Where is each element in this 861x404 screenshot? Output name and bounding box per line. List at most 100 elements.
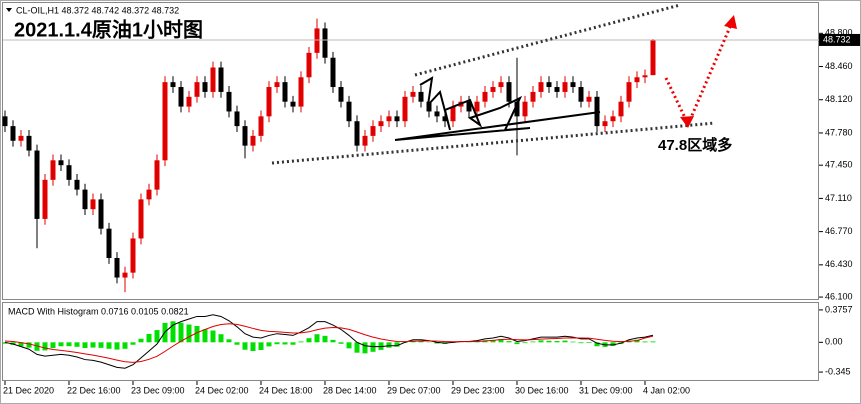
candle-body (346, 101, 352, 122)
x-tick-label: 21 Dec 2020 (3, 385, 54, 395)
candle-body (202, 82, 208, 92)
annotation: 47.8区域多 (658, 136, 732, 154)
trend-line (414, 3, 681, 77)
histogram-bar (50, 342, 56, 349)
candle-body (426, 101, 432, 112)
y-tick-label: 46.100 (825, 291, 853, 301)
candle-body (42, 179, 48, 219)
histogram-bar (354, 342, 360, 353)
histogram-bar (418, 341, 424, 343)
x-tick-label: 31 Dec 09:00 (579, 385, 633, 395)
candle-body (10, 126, 16, 141)
histogram-bar (338, 342, 344, 344)
candle-body (146, 189, 152, 200)
histogram-bar (18, 342, 24, 347)
candle-body (498, 82, 504, 88)
histogram-bar (378, 342, 384, 350)
candle-body (442, 116, 448, 122)
histogram-bar (66, 342, 72, 347)
candle-body (218, 67, 224, 92)
candle-body (154, 160, 160, 190)
histogram-bar (386, 342, 392, 348)
histogram-bar (74, 342, 80, 347)
candle-body (18, 135, 24, 141)
histogram-bar (250, 342, 256, 352)
histogram-bar (394, 342, 400, 347)
histogram-bar (202, 329, 208, 343)
candle-body (626, 82, 632, 102)
histogram-bar (506, 341, 512, 343)
histogram-bar (546, 340, 552, 343)
candle-body (226, 91, 232, 112)
y-tick-label: 47.780 (825, 127, 853, 137)
histogram-bar (122, 342, 128, 349)
candle-body (162, 82, 168, 161)
histogram-bar (362, 342, 368, 354)
candle-body (522, 101, 528, 117)
histogram-bar (274, 342, 280, 345)
y-tick-label: 47.450 (825, 160, 853, 170)
candle-body (82, 189, 88, 210)
histogram-bar (610, 342, 616, 346)
candle-body (578, 87, 584, 102)
arrow (664, 77, 689, 123)
histogram-bar (498, 339, 504, 343)
histogram-bar (554, 341, 560, 343)
histogram-bar (346, 342, 352, 349)
candle-body (266, 87, 272, 117)
candle-body (394, 116, 400, 122)
histogram-bar (34, 342, 40, 351)
last-price-box (819, 33, 860, 46)
candle-body (514, 101, 520, 117)
candle-body (490, 87, 496, 92)
candle-body (474, 101, 480, 112)
histogram-bar (562, 340, 568, 343)
x-tick-label: 30 Dec 16:00 (515, 385, 569, 395)
histogram-bar (90, 342, 96, 348)
y-tick-label: 48.800 (825, 28, 853, 38)
histogram-bar (490, 339, 496, 343)
candle-body (114, 257, 120, 278)
y-tick-label: 46.430 (825, 259, 853, 269)
candle-body (98, 199, 104, 229)
candle-body (50, 160, 56, 180)
candle-body (210, 67, 216, 92)
histogram-bar (258, 342, 264, 350)
candle-body (282, 82, 288, 102)
histogram-bar (170, 321, 176, 343)
candle-body (618, 101, 624, 117)
candle-body (378, 121, 384, 127)
histogram-bar (42, 342, 48, 351)
candle-body (570, 82, 576, 88)
candle-body (130, 238, 136, 273)
candle-body (610, 116, 616, 122)
candle-body (58, 160, 64, 166)
histogram-bar (642, 341, 648, 343)
arrow (688, 26, 732, 121)
candle-body (178, 87, 184, 107)
candle-body (354, 121, 360, 146)
candle-body (386, 116, 392, 122)
chart-title: 2021.1.4原油1小时图 (14, 17, 203, 41)
candle-body (410, 91, 416, 97)
x-tick-label: 28 Dec 14:00 (323, 385, 377, 395)
histogram-bar (242, 342, 248, 350)
histogram-bar (2, 342, 8, 344)
candle-body (330, 57, 336, 88)
candle-body (562, 82, 568, 92)
symbol-header: CL-OIL,H1 48.372 48.742 48.372 48.732 (16, 5, 179, 15)
arrow-head (724, 15, 737, 29)
candle-body (482, 91, 488, 102)
histogram-bar (234, 342, 240, 345)
histogram-bar (594, 342, 600, 347)
histogram-bar (514, 342, 520, 345)
histogram-bar (322, 335, 328, 343)
candle-body (506, 82, 512, 102)
y-tick-label: 0.3757 (825, 304, 853, 314)
histogram-bar (226, 339, 232, 343)
histogram-bar (106, 342, 112, 349)
candle-body (74, 179, 80, 190)
candle-body (234, 111, 240, 127)
histogram-bar (330, 339, 336, 343)
candle-body (450, 106, 456, 122)
